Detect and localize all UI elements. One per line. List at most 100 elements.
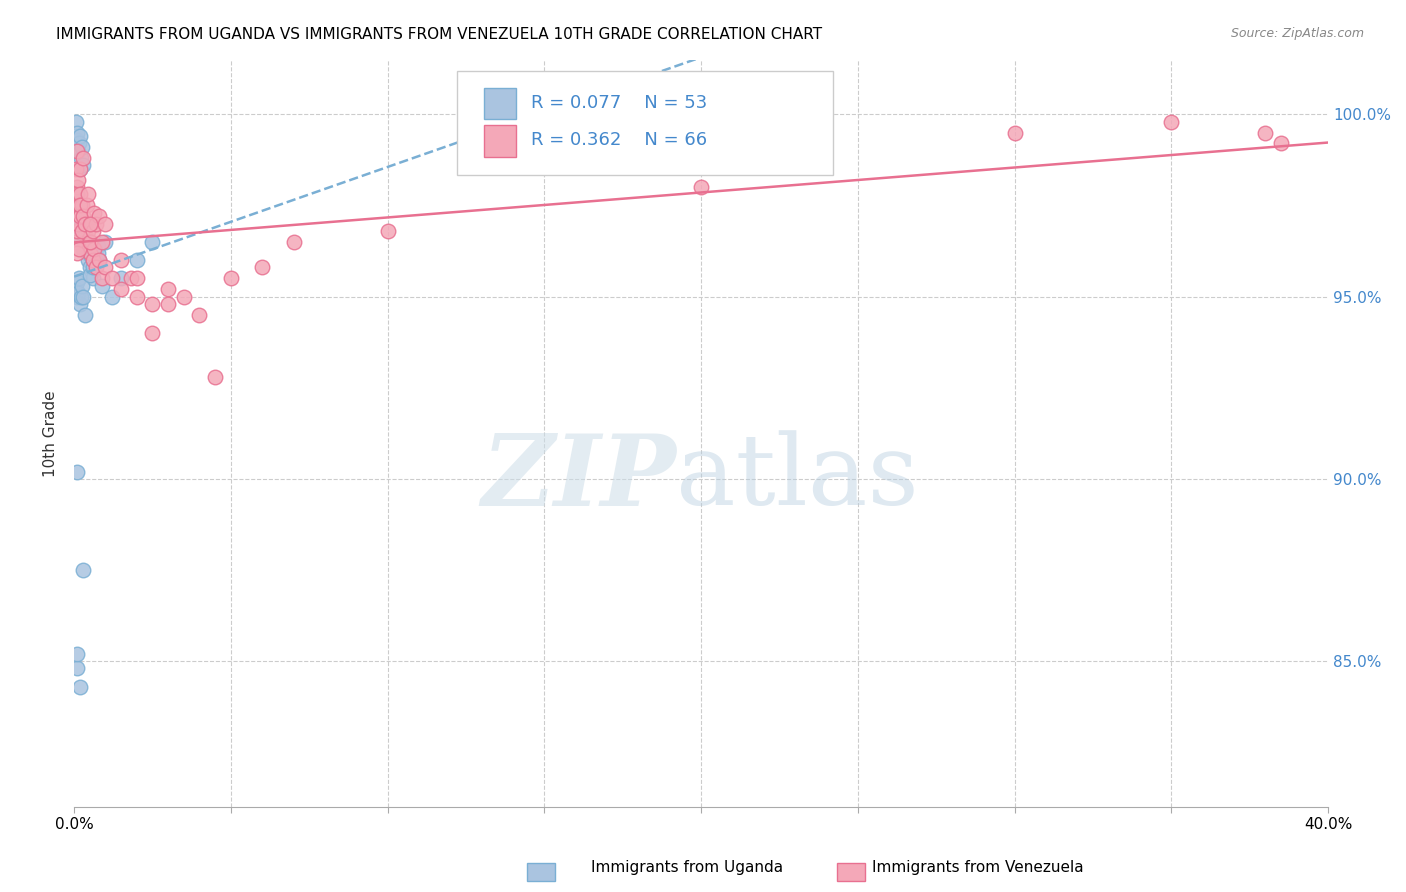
Point [84, 260, 107, 275]
Point [66, 661, 89, 675]
FancyBboxPatch shape [457, 70, 832, 176]
Point [69, 210, 91, 224]
Point [79, 235, 101, 249]
Point [75, 227, 97, 242]
Point [72, 242, 94, 256]
Point [66, 465, 89, 479]
Point [69, 161, 91, 176]
Bar [484, 88, 516, 120]
Point [72, 158, 94, 172]
Point [100, 271, 122, 285]
Point [65, 245, 87, 260]
Point [70, 278, 93, 293]
Point [1004, 126, 1026, 140]
Point [67, 271, 90, 285]
Point [79, 260, 101, 275]
Point [157, 297, 180, 311]
Point [173, 289, 195, 303]
Point [69, 161, 91, 176]
Point [79, 245, 101, 260]
Point [65, 235, 87, 249]
Point [80, 250, 103, 264]
Point [80, 217, 103, 231]
Point [69, 129, 91, 144]
Point [67, 205, 90, 219]
Point [82, 253, 104, 268]
Point [65, 289, 87, 303]
Text: R = 0.362    N = 66: R = 0.362 N = 66 [530, 131, 707, 149]
Point [79, 268, 101, 282]
Point [72, 563, 94, 577]
Text: Immigrants from Uganda: Immigrants from Uganda [591, 861, 783, 875]
Point [65, 282, 87, 296]
Point [82, 224, 104, 238]
Point [219, 271, 242, 285]
Point [65, 114, 87, 128]
Text: IMMIGRANTS FROM UGANDA VS IMMIGRANTS FROM VENEZUELA 10TH GRADE CORRELATION CHART: IMMIGRANTS FROM UGANDA VS IMMIGRANTS FRO… [56, 27, 823, 42]
Text: atlas: atlas [676, 430, 918, 526]
Point [100, 289, 122, 303]
Point [83, 205, 105, 219]
Y-axis label: 10th Grade: 10th Grade [44, 390, 58, 476]
Point [83, 242, 105, 256]
Point [125, 271, 148, 285]
Point [69, 210, 91, 224]
Point [94, 260, 117, 275]
Point [72, 151, 94, 165]
Point [141, 297, 163, 311]
Point [70, 140, 93, 154]
Point [69, 210, 91, 224]
Point [67, 136, 90, 151]
Point [69, 680, 91, 694]
Point [70, 235, 93, 249]
Point [250, 260, 273, 275]
Point [110, 282, 132, 296]
Point [65, 198, 87, 212]
Point [66, 173, 89, 187]
Point [1254, 126, 1277, 140]
Point [69, 297, 91, 311]
Text: R = 0.077    N = 53: R = 0.077 N = 53 [530, 94, 707, 112]
Point [86, 238, 108, 252]
Point [66, 187, 89, 202]
Point [70, 198, 93, 212]
Point [188, 308, 211, 322]
Point [67, 198, 90, 212]
Point [65, 180, 87, 194]
Point [66, 126, 89, 140]
Point [66, 275, 89, 289]
Bar [484, 126, 516, 157]
Point [91, 278, 114, 293]
Point [1270, 136, 1292, 151]
Point [77, 187, 100, 202]
Point [66, 285, 89, 300]
Point [141, 235, 163, 249]
Point [94, 235, 117, 249]
Point [72, 210, 94, 224]
Point [94, 217, 117, 231]
Point [125, 289, 148, 303]
Point [204, 369, 226, 384]
Point [72, 217, 94, 231]
Point [70, 151, 93, 165]
Point [72, 289, 94, 303]
Point [110, 253, 132, 268]
Point [110, 271, 132, 285]
Text: Source: ZipAtlas.com: Source: ZipAtlas.com [1230, 27, 1364, 40]
Point [84, 217, 107, 231]
Point [76, 198, 98, 212]
Point [65, 133, 87, 147]
Point [75, 217, 97, 231]
Point [65, 161, 87, 176]
Point [125, 253, 148, 268]
Point [1160, 114, 1182, 128]
Point [75, 308, 97, 322]
Point [66, 224, 89, 238]
Point [89, 253, 111, 268]
Point [76, 245, 98, 260]
Point [66, 144, 89, 158]
Point [65, 647, 87, 661]
Point [80, 235, 103, 249]
Text: Immigrants from Venezuela: Immigrants from Venezuela [872, 861, 1084, 875]
Point [84, 257, 107, 271]
